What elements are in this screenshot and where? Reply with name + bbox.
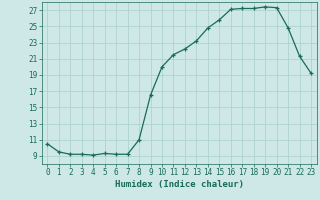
X-axis label: Humidex (Indice chaleur): Humidex (Indice chaleur) bbox=[115, 180, 244, 189]
